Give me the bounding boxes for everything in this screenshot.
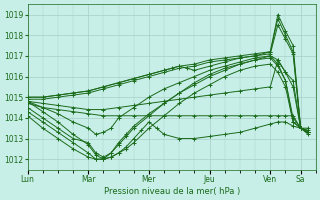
X-axis label: Pression niveau de la mer( hPa ): Pression niveau de la mer( hPa ) (104, 187, 240, 196)
